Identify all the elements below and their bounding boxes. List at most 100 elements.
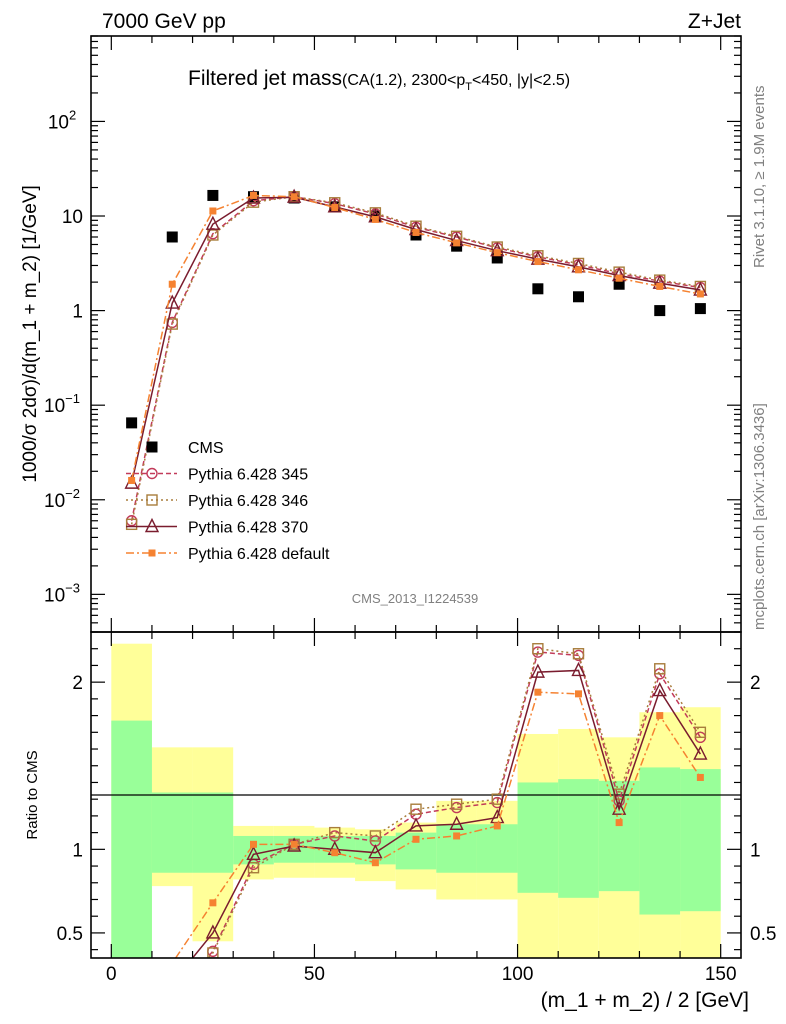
x-tick-label: 50 [304, 964, 325, 985]
ratio-point [532, 643, 544, 655]
ratio-point [530, 663, 546, 678]
mc-point [128, 476, 136, 484]
mc-point [412, 228, 420, 236]
series-pythia-6-428-default [128, 191, 704, 484]
ratio-point [331, 849, 339, 857]
legend-entry: Pythia 6.428 370 [126, 517, 308, 537]
data-point [613, 278, 625, 290]
series-line [130, 195, 701, 521]
band-green-bin [476, 824, 518, 873]
ratio-point [246, 845, 261, 861]
plot-title-sub: (CA(1.2), 2300<p [342, 72, 465, 89]
mcplots-label: mcplots.cern.ch [arXiv:1306.3436] [751, 403, 768, 630]
ratio-point [205, 924, 221, 939]
mc-point [331, 204, 339, 212]
x-tick-label: 0 [106, 964, 117, 985]
x-axis-label: (m_1 + m_2) / 2 [GeV] [541, 989, 749, 1012]
ratio-point [369, 830, 382, 842]
ratio-y-axis-label: Ratio to CMS [24, 750, 41, 839]
ratio-point [410, 803, 422, 815]
x-tick-label: 100 [502, 964, 534, 985]
ratio-point [166, 976, 178, 988]
mc-point [290, 193, 298, 201]
legend-marker [146, 467, 158, 480]
band-green-bin [111, 720, 152, 958]
legend-label: Pythia 6.428 default [188, 546, 330, 563]
legend-label: Pythia 6.428 370 [188, 520, 308, 537]
legend-marker [146, 441, 158, 453]
data-point [207, 189, 219, 201]
band-green-bin [639, 767, 681, 915]
mc-point [575, 266, 582, 274]
mc-point [168, 280, 176, 288]
x-tick-label: 150 [705, 964, 737, 985]
ratio-y-tick-label-right: 0.5 [750, 924, 776, 945]
ratio-point [534, 688, 542, 696]
ratio-point [572, 648, 585, 660]
header-left-label: 7000 GeV pp [102, 10, 226, 33]
legend-entry: Pythia 6.428 346 [126, 493, 308, 510]
ratio-point [128, 971, 135, 978]
main-y-tick-label: 102 [48, 107, 76, 133]
ratio-point [408, 817, 424, 832]
legend-label: CMS [188, 440, 224, 457]
legend-marker [148, 549, 156, 557]
ratio-point [696, 773, 704, 781]
ratio-point [127, 998, 137, 1008]
legend-entry: Pythia 6.428 345 [126, 467, 308, 484]
ratio-y-tick-label-right: 1 [750, 840, 761, 861]
band-green-bin [598, 780, 640, 892]
main-frame [90, 35, 742, 633]
band-green-bin [192, 792, 234, 873]
ratio-y-tick-label-right: 2 [750, 673, 761, 694]
band-green-bin [558, 779, 599, 898]
ratio-point [615, 819, 623, 827]
band-green-bin [151, 792, 193, 873]
ratio-point [329, 826, 341, 839]
band-green-bin [680, 769, 721, 912]
series-line [130, 194, 701, 481]
ratio-point [368, 844, 383, 859]
ratio-point [693, 745, 708, 760]
ratio-series-pythia-6-428-346 [127, 643, 707, 1008]
ratio-line [205, 651, 702, 958]
mc-point [493, 249, 501, 257]
ratio-line [191, 669, 702, 958]
legend-marker [144, 517, 160, 533]
ratio-point [450, 798, 463, 810]
band-green-bin [517, 782, 559, 893]
series-line [130, 195, 701, 525]
ratio-point [371, 859, 379, 867]
ratio-point [167, 991, 177, 1001]
plot-title-tail: <450, |y|<2.5) [472, 72, 570, 89]
plot-title: Filtered jet mass(CA(1.2), 2300<pT<450, … [188, 67, 570, 93]
data-point [126, 417, 138, 429]
main-y-tick-label: 1 [72, 302, 83, 323]
ratio-y-tick-label-left: 0.5 [57, 924, 83, 945]
ratio-y-tick-label-left: 1 [72, 840, 83, 861]
ratio-frame [90, 631, 742, 959]
data-point [573, 291, 584, 303]
ratio-panel: 0.5 0.5 1 1 2 2 0 50 100 150 Ratio to CMS (m_1 + … [24, 631, 776, 1012]
main-y-axis-label: 1000/σ 2dσ)/d(m_1 + m_2) [1/GeV] [20, 185, 41, 483]
ratio-point [290, 840, 298, 848]
ratio-point [694, 726, 707, 739]
ratio-point [613, 795, 625, 807]
header-right-label: Z+Jet [688, 10, 741, 33]
ratio-series-pythia-6-428-default [128, 688, 704, 978]
legend-entry: Pythia 6.428 default [126, 546, 330, 563]
ratio-point [127, 996, 137, 1006]
mc-point [125, 518, 138, 531]
ratio-point [247, 862, 260, 874]
ratio-point [126, 971, 138, 983]
ratio-point [449, 815, 464, 830]
data-point [491, 252, 503, 264]
ratio-y-tick-label-left: 2 [72, 673, 83, 694]
legend: CMS Pythia 6.428 345 Pythia 6.428 346 Pythi… [126, 440, 330, 563]
ratio-point [209, 899, 217, 907]
plot-title-main: Filtered jet mass [188, 67, 342, 90]
ratio-point [571, 661, 586, 677]
data-point [654, 305, 666, 317]
ratio-point [167, 991, 177, 1001]
legend-entry: CMS [146, 440, 224, 457]
